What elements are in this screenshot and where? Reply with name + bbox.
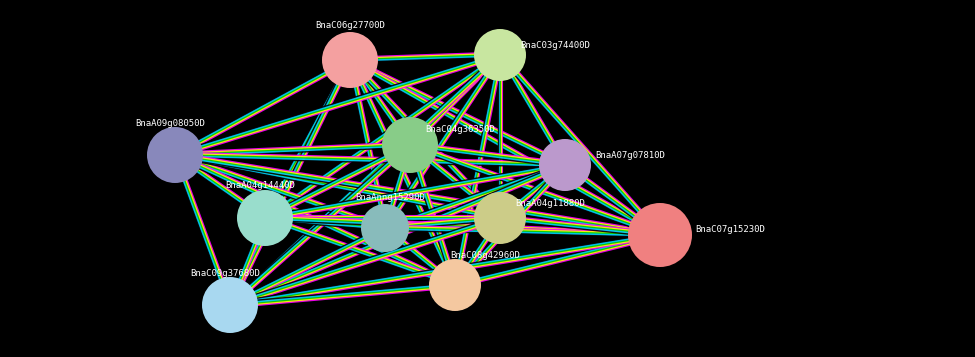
Text: BnaA07g07810D: BnaA07g07810D — [595, 151, 665, 160]
Circle shape — [361, 204, 409, 252]
Circle shape — [322, 32, 378, 88]
Circle shape — [202, 277, 258, 333]
Circle shape — [474, 29, 526, 81]
Circle shape — [382, 117, 438, 173]
Text: BnaA04g11880D: BnaA04g11880D — [515, 198, 585, 207]
Text: BnaC09g37680D: BnaC09g37680D — [190, 268, 260, 277]
Circle shape — [237, 190, 293, 246]
Text: BnaC04g36350D: BnaC04g36350D — [425, 126, 495, 135]
Circle shape — [474, 192, 526, 244]
Circle shape — [147, 127, 203, 183]
Text: BnaC08g42960D: BnaC08g42960D — [450, 251, 520, 260]
Circle shape — [539, 139, 591, 191]
Text: BnaC07g15230D: BnaC07g15230D — [695, 226, 765, 235]
Circle shape — [429, 259, 481, 311]
Text: BnaA09g08050D: BnaA09g08050D — [136, 119, 205, 127]
Text: BnaA04g14440D: BnaA04g14440D — [225, 181, 294, 191]
Circle shape — [628, 203, 692, 267]
Text: BnaAnng15290D: BnaAnng15290D — [355, 193, 425, 202]
Text: BnaC03g74400D: BnaC03g74400D — [520, 40, 590, 50]
Text: BnaC06g27700D: BnaC06g27700D — [315, 20, 385, 30]
